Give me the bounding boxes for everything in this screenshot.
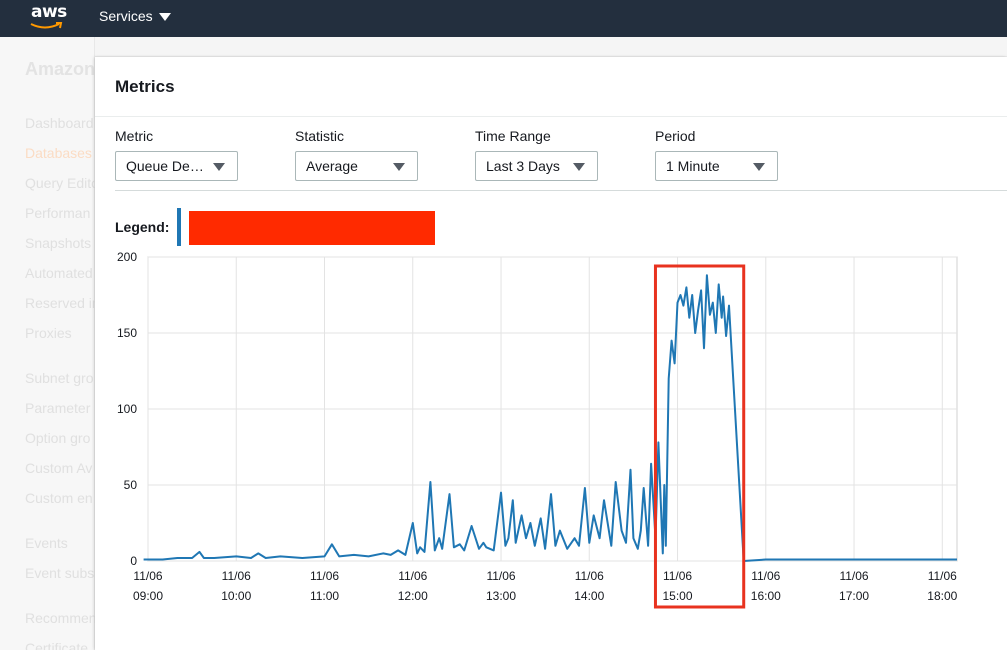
sidebar-item[interactable]: Events (25, 535, 68, 551)
x-tick-date-label: 11/06 (928, 569, 957, 583)
time-range-select-value: Last 3 Days (486, 158, 560, 174)
x-tick-time-label: 17:00 (839, 589, 869, 603)
x-tick-time-label: 11:00 (310, 589, 339, 603)
statistic-select-value: Average (306, 158, 358, 174)
period-select[interactable]: 1 Minute (655, 151, 778, 181)
x-tick-time-label: 10:00 (221, 589, 251, 603)
x-tick-date-label: 11/06 (222, 569, 251, 583)
legend-label: Legend: (115, 219, 170, 235)
sidebar-item[interactable]: Performan (25, 205, 91, 221)
legend-redacted-block (189, 211, 435, 245)
x-tick-time-label: 12:00 (398, 589, 428, 603)
y-tick-label: 200 (117, 250, 137, 264)
metric-label: Metric (115, 128, 154, 144)
y-tick-label: 100 (117, 402, 137, 416)
sidebar-item[interactable]: Event subs (25, 565, 95, 581)
x-tick-date-label: 11/06 (398, 569, 427, 583)
time-range-select[interactable]: Last 3 Days (475, 151, 598, 181)
sidebar-item[interactable]: Custom Av (25, 460, 93, 476)
metrics-line-chart: 0 50 100 150 200 11/06 09:00 11/06 10:00 11/06 11:… (117, 250, 958, 609)
x-tick-date-label: 11/06 (310, 569, 339, 583)
x-tick-time-label: 15:00 (663, 589, 693, 603)
caret-down-icon (158, 13, 171, 21)
aws-logo[interactable]: aws (31, 2, 67, 22)
y-tick-label: 150 (117, 326, 137, 340)
sidebar-item[interactable]: Recommen (25, 610, 97, 626)
x-tick-date-label: 11/06 (839, 569, 868, 583)
controls-divider (115, 190, 1007, 191)
caret-down-icon (393, 163, 405, 171)
sidebar-item[interactable]: Option gro (25, 430, 91, 446)
background-sidebar: Amazon Dashboard Databases Query Edito P… (0, 37, 100, 650)
sidebar-item[interactable]: Databases (25, 145, 92, 161)
metrics-panel: Metrics Metric Queue De… Statistic Avera… (95, 57, 1007, 650)
caret-down-icon (573, 163, 585, 171)
x-tick-date-label: 11/06 (575, 569, 604, 583)
period-label: Period (655, 128, 696, 144)
caret-down-icon (213, 163, 225, 171)
period-select-value: 1 Minute (666, 158, 720, 174)
legend-series-swatch (177, 208, 181, 246)
sidebar-item[interactable]: Snapshots (25, 235, 92, 251)
sidebar-item[interactable]: Parameter (25, 400, 91, 416)
services-menu-button[interactable]: Services (99, 8, 171, 24)
caret-down-icon (753, 163, 765, 171)
sidebar-title: Amazon (25, 59, 96, 79)
x-tick-time-label: 18:00 (927, 589, 957, 603)
x-tick-date-label: 11/06 (751, 569, 780, 583)
x-tick-time-label: 09:00 (133, 589, 163, 603)
sidebar-item[interactable]: Query Edito (25, 175, 99, 191)
series-line (143, 274, 957, 562)
x-tick-date-label: 11/06 (133, 569, 162, 583)
time-range-label: Time Range (475, 128, 551, 144)
metric-select[interactable]: Queue De… (115, 151, 238, 181)
background-header-strip (95, 37, 1007, 57)
x-tick-date-label: 11/06 (486, 569, 515, 583)
y-tick-label: 0 (130, 554, 137, 568)
sidebar-item[interactable]: Dashboard (25, 115, 94, 131)
sidebar-item[interactable]: Automated (25, 265, 93, 281)
sidebar-item[interactable]: Custom en (25, 490, 93, 506)
sidebar-item[interactable]: Certificate (25, 640, 89, 650)
metric-select-value: Queue De… (126, 158, 204, 174)
x-tick-time-label: 13:00 (486, 589, 516, 603)
x-tick-date-label: 11/06 (663, 569, 692, 583)
sidebar-item[interactable]: Proxies (25, 325, 72, 341)
panel-divider (95, 116, 1007, 117)
x-tick-time-label: 16:00 (751, 589, 781, 603)
top-navigation-bar: aws Services (0, 0, 1007, 37)
y-tick-label: 50 (124, 478, 138, 492)
statistic-select[interactable]: Average (295, 151, 418, 181)
sidebar-item[interactable]: Reserved in (25, 295, 100, 311)
services-label: Services (99, 8, 153, 24)
sidebar-item[interactable]: Subnet gro (25, 370, 94, 386)
x-tick-time-label: 14:00 (574, 589, 604, 603)
highlight-box (653, 264, 746, 609)
panel-title: Metrics (115, 77, 175, 96)
aws-smile-icon (30, 22, 63, 29)
statistic-label: Statistic (295, 128, 345, 144)
